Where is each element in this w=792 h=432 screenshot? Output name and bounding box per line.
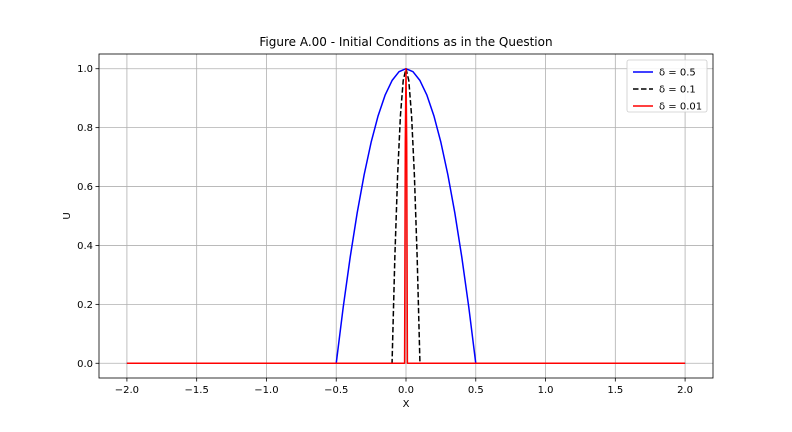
x-axis-label: X [403,399,410,410]
axis-ticks: −2.0 −1.5 −1.0 −0.5 0.0 0.5 1.0 1.5 2.0 0.0 0.2 0.4… [77,64,693,396]
x-tick-label: −0.5 [324,385,348,396]
series-line-3 [126,67,686,365]
x-tick-label: −1.0 [254,385,278,396]
y-tick-label: 0.6 [77,182,93,193]
legend-box [626,59,708,113]
series-layer [126,67,686,365]
y-tick-label: 1.0 [77,64,93,75]
legend-label-1: δ = 0.5 [659,68,696,79]
x-tick-label: −2.0 [115,385,139,396]
y-tick-label: 0.8 [77,123,93,134]
legend-label-3: δ = 0.01 [659,102,702,113]
y-tick-label: 0.4 [77,241,93,252]
x-tick-label: 0.5 [468,385,484,396]
legend: δ = 0.5 δ = 0.1 δ = 0.01 [626,59,708,113]
x-tick-label: 1.0 [538,385,554,396]
x-tick-label: 2.0 [677,385,693,396]
y-axis-label: U [62,212,73,219]
chart-title: Figure A.00 - Initial Conditions as in t… [259,35,552,49]
y-tick-label: 0.0 [77,359,93,370]
y-tick-label: 0.2 [77,300,93,311]
x-tick-label: 0.0 [398,385,414,396]
x-tick-label: −1.5 [185,385,209,396]
x-tick-label: 1.5 [607,385,623,396]
legend-label-2: δ = 0.1 [659,85,696,96]
